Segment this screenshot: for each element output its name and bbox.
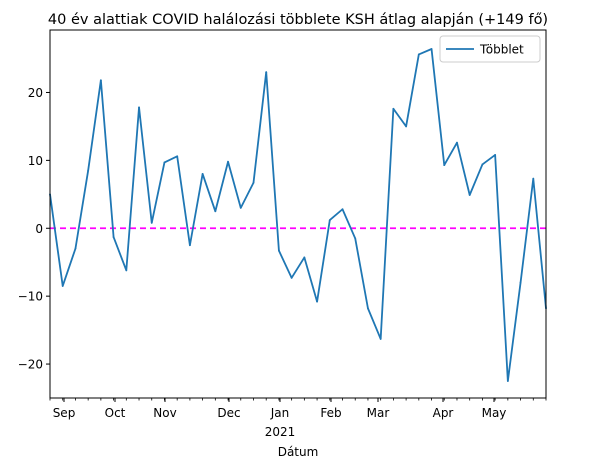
data-point xyxy=(227,160,229,163)
x-axis: Sep Oct Nov Dec Jan 2021 Feb Mar Apr May xyxy=(49,398,547,439)
data-point xyxy=(112,236,115,238)
data-point xyxy=(506,380,509,382)
x-tick-label: Dec xyxy=(217,406,240,420)
data-point xyxy=(278,249,280,252)
data-points xyxy=(49,48,547,382)
data-point xyxy=(494,154,497,156)
x-axis-label: Dátum xyxy=(278,445,319,459)
data-point xyxy=(188,244,191,247)
data-point xyxy=(99,79,102,82)
data-point xyxy=(125,269,128,272)
y-tick-label: 0 xyxy=(35,222,43,236)
data-point xyxy=(214,210,217,213)
data-point xyxy=(87,169,90,172)
data-point xyxy=(341,208,344,211)
y-axis: −20 −10 0 10 20 xyxy=(18,86,50,372)
data-point xyxy=(519,281,522,284)
data-point xyxy=(74,247,77,250)
legend: Többlet xyxy=(439,35,541,63)
data-point xyxy=(290,276,293,279)
data-point xyxy=(265,71,268,73)
x-tick-year-label: 2021 xyxy=(265,425,296,439)
data-point xyxy=(201,173,204,175)
x-tick-label: Oct xyxy=(105,406,126,420)
plot-frame xyxy=(49,29,547,399)
chart-title: 40 év alattiak COVID halálozási többlete… xyxy=(48,12,548,28)
data-point xyxy=(150,221,153,224)
x-tick-label: Nov xyxy=(153,406,176,420)
x-tick-label: Sep xyxy=(53,406,76,420)
y-tick-label: 10 xyxy=(28,154,43,168)
data-point xyxy=(481,163,484,166)
data-point xyxy=(443,164,446,167)
x-tick-label: Apr xyxy=(433,406,454,420)
x-tick-label: May xyxy=(482,406,507,420)
data-point xyxy=(532,177,535,180)
data-point xyxy=(379,338,382,340)
data-point xyxy=(239,206,242,209)
y-tick-label: 20 xyxy=(28,86,43,100)
data-point xyxy=(163,161,166,164)
data-point xyxy=(61,285,64,287)
data-point xyxy=(430,48,433,50)
data-point xyxy=(138,106,140,109)
data-point xyxy=(456,141,458,144)
legend-box xyxy=(439,35,541,63)
data-point xyxy=(303,256,306,259)
data-point xyxy=(316,300,318,303)
series-line-tobblet xyxy=(49,48,547,382)
x-tick-label: Mar xyxy=(367,406,390,420)
x-tick-label: Jan xyxy=(270,406,290,420)
data-point xyxy=(367,307,369,310)
data-point xyxy=(405,125,408,128)
data-point xyxy=(176,155,179,158)
data-point xyxy=(468,194,471,196)
legend-label: Többlet xyxy=(479,43,524,57)
data-point xyxy=(417,53,420,56)
y-tick-label: −10 xyxy=(18,290,43,304)
y-tick-label: −20 xyxy=(18,358,43,372)
data-point xyxy=(354,237,357,240)
data-point xyxy=(392,107,395,110)
data-point xyxy=(252,181,255,184)
x-tick-label: Feb xyxy=(320,406,341,420)
data-point xyxy=(328,219,331,222)
